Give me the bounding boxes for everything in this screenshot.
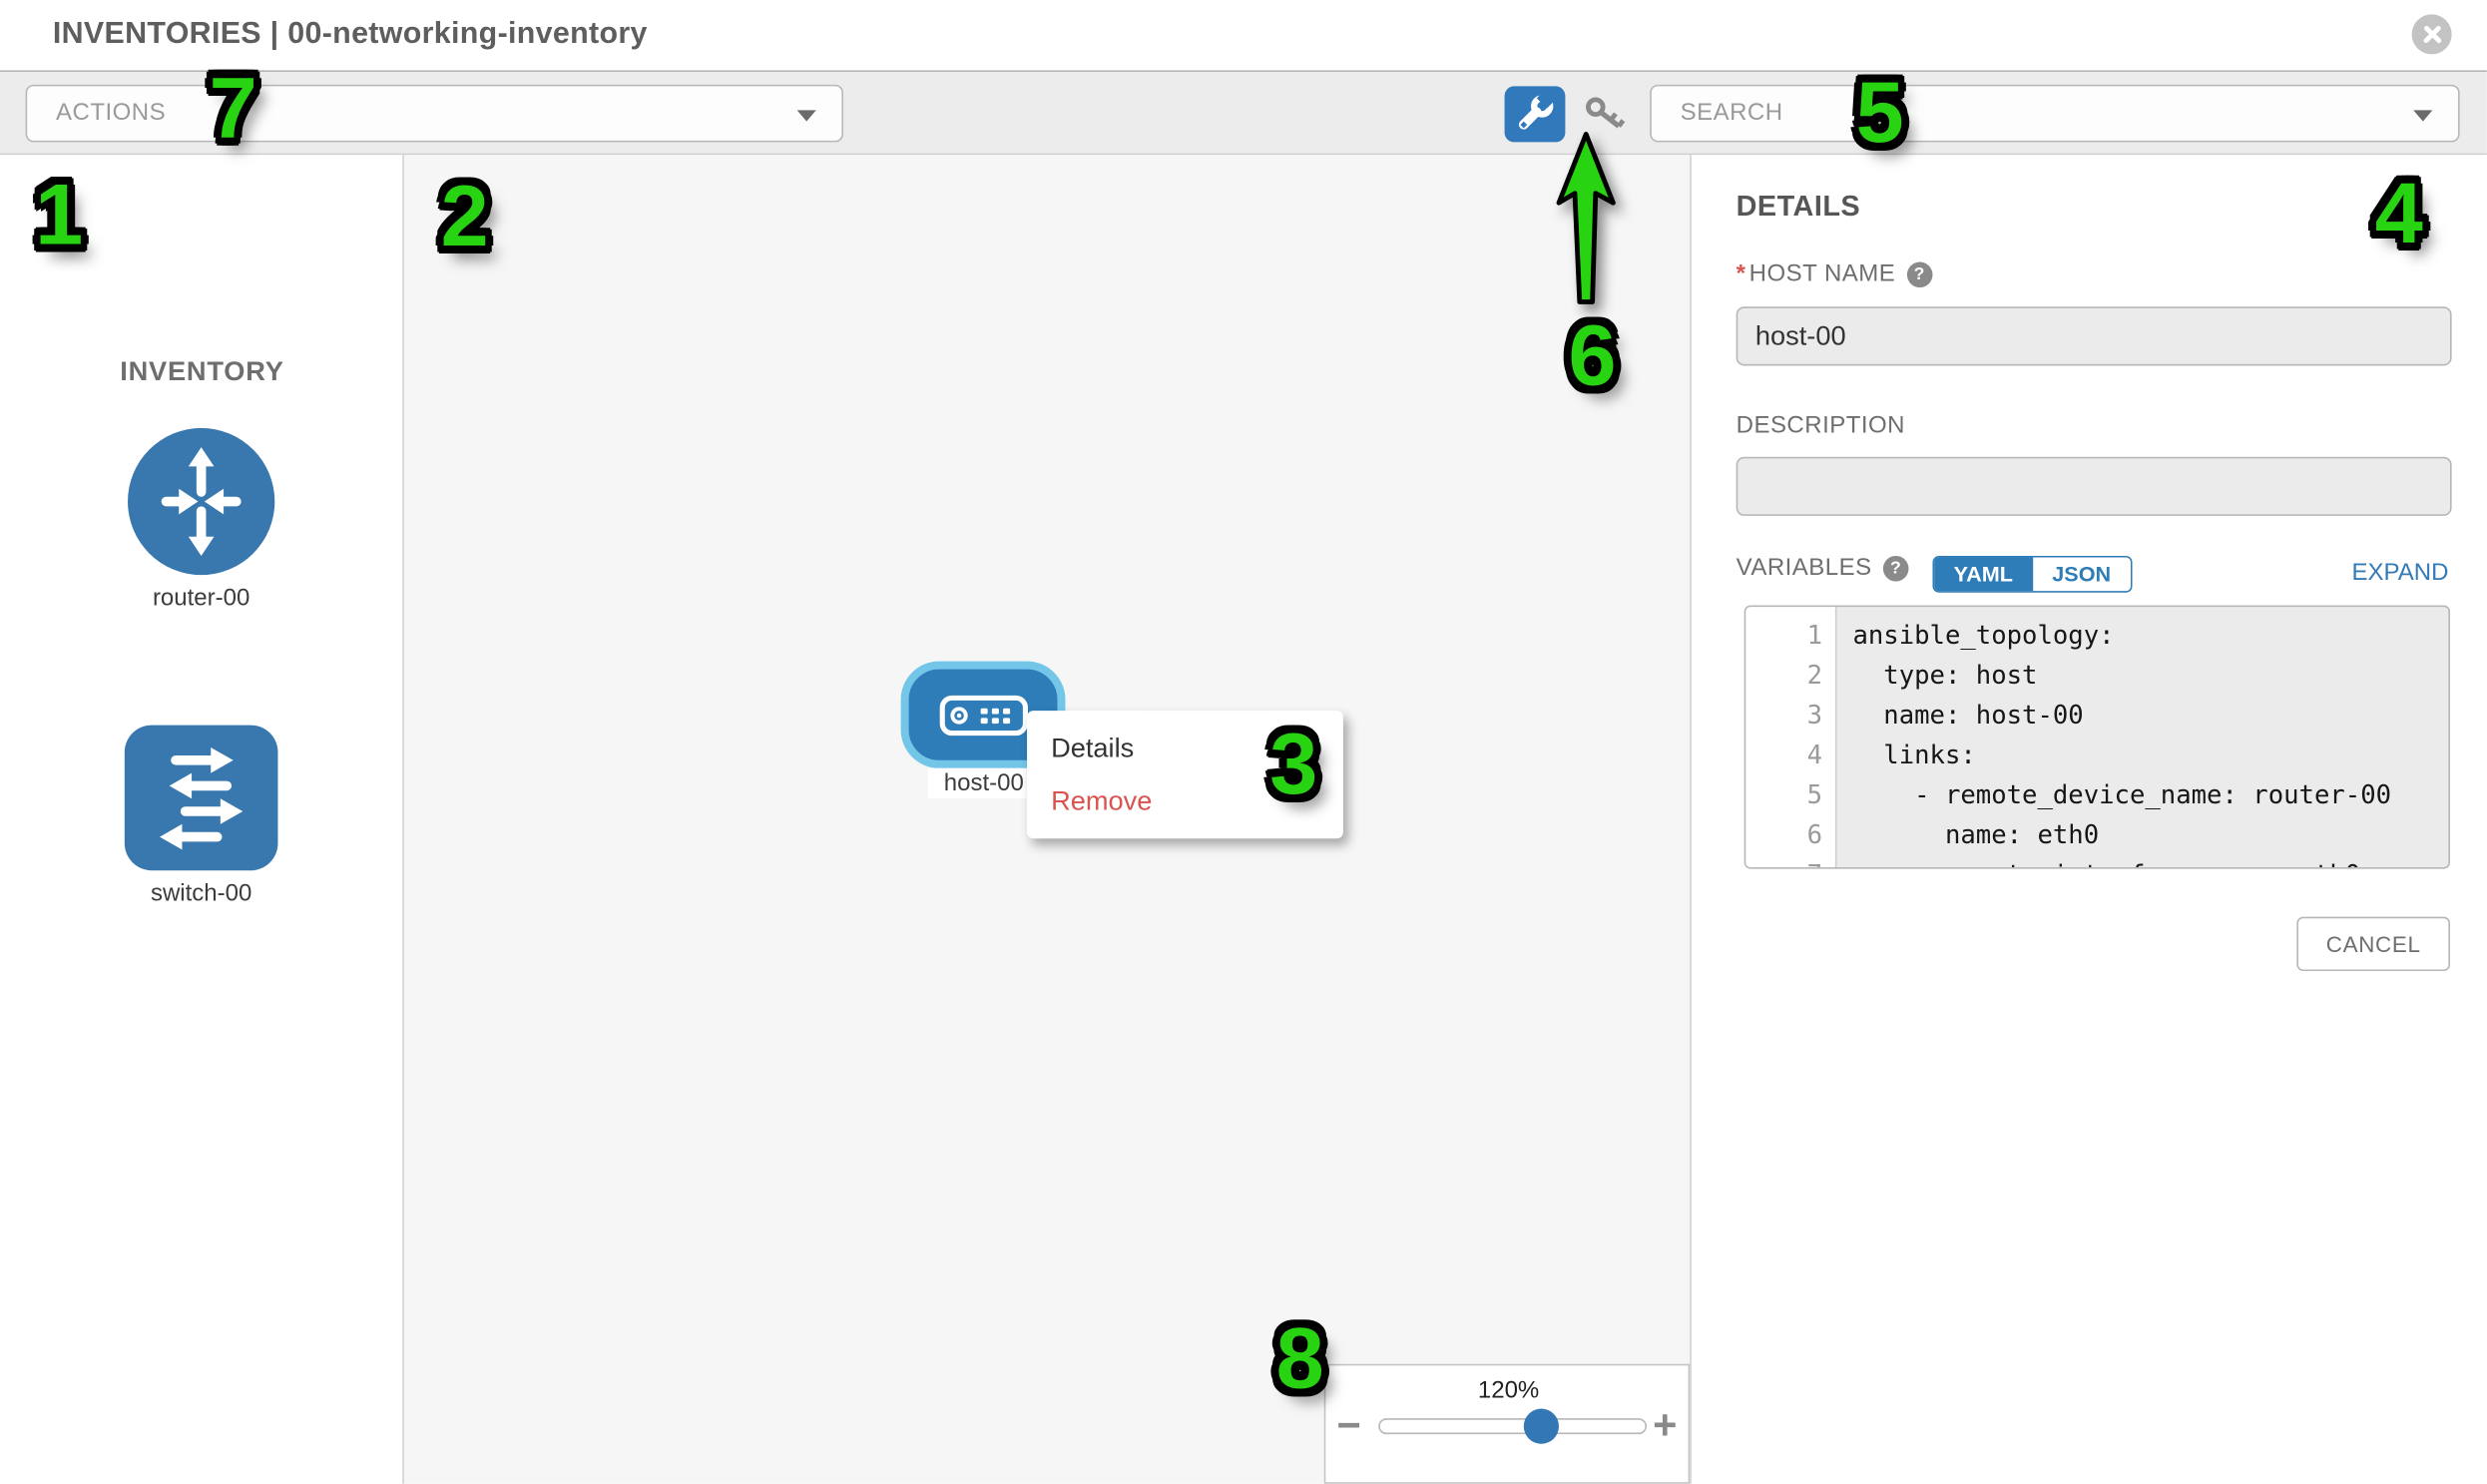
menu-item-remove[interactable]: Remove	[1051, 785, 1153, 816]
host-icon	[938, 695, 1028, 736]
actions-dropdown[interactable]: ACTIONS	[25, 84, 844, 143]
line-number: 3	[1806, 699, 1823, 731]
cancel-button[interactable]: CANCEL	[2296, 916, 2451, 972]
annotation-8: 8	[1275, 1310, 1324, 1407]
editor-code[interactable]: ansible_topology: type: host name: host-…	[1836, 607, 2448, 867]
code-line: type: host	[1852, 659, 2038, 691]
code-line: name: host-00	[1852, 699, 2084, 731]
host-name-input[interactable]: host-00	[1736, 306, 2452, 366]
annotation-5: 5	[1855, 65, 1904, 162]
variables-label-row: VARIABLES ?	[1736, 554, 1909, 582]
annotation-1: 1	[35, 167, 84, 263]
key-icon	[1586, 97, 1626, 129]
chevron-down-icon	[2413, 110, 2433, 122]
annotation-6: 6	[1568, 307, 1617, 404]
details-panel: DETAILS * HOST NAME ? host-00 DESCRIPTIO…	[1690, 155, 2487, 1484]
details-panel-title: DETAILS	[1736, 190, 1861, 223]
annotation-3: 3	[1269, 717, 1318, 813]
zoom-slider-track[interactable]	[1378, 1408, 1648, 1444]
toolbar-key-button[interactable]	[1583, 94, 1628, 136]
actions-dropdown-label: ACTIONS	[56, 99, 167, 127]
variables-label: VARIABLES	[1736, 554, 1872, 582]
toggle-yaml[interactable]: YAML	[1934, 557, 2033, 592]
line-number: 7	[1745, 854, 1835, 867]
router-icon	[128, 427, 275, 576]
help-icon[interactable]: ?	[1906, 260, 1933, 287]
line-number: 1	[1806, 619, 1823, 651]
search-dropdown-label: SEARCH	[1680, 99, 1783, 127]
chevron-down-icon	[796, 110, 816, 122]
host-name-label-row: * HOST NAME ?	[1736, 259, 1933, 288]
palette-item-label: switch-00	[150, 879, 252, 908]
host-name-label: HOST NAME	[1748, 259, 1896, 288]
code-line: - remote_device_name: router-00	[1852, 778, 2392, 810]
annotation-7: 7	[209, 60, 257, 157]
zoom-percent: 120%	[1477, 1376, 1540, 1404]
zoom-out-button[interactable]: −	[1336, 1400, 1361, 1449]
line-number: 5	[1806, 778, 1823, 810]
zoom-control: 120% − +	[1323, 1363, 1691, 1484]
line-number: 4	[1806, 739, 1823, 770]
help-icon[interactable]: ?	[1882, 555, 1909, 581]
annotation-4: 4	[2374, 166, 2423, 262]
topology-canvas[interactable]: host-00 Details Remove 120% − +	[403, 155, 1691, 1484]
switch-icon	[124, 725, 278, 871]
variables-editor[interactable]: 1 2 3 4 5 6 7 ansible_topology: type: ho…	[1743, 605, 2451, 869]
line-number: 2	[1806, 659, 1823, 691]
annotation-arrow-up	[1554, 131, 1621, 317]
description-label: DESCRIPTION	[1736, 411, 1905, 440]
code-line: links:	[1852, 739, 1976, 770]
format-toggle: YAML JSON	[1932, 555, 2133, 593]
line-number: 6	[1806, 819, 1823, 850]
code-line: ansible_topology:	[1852, 619, 2115, 651]
editor-line-numbers: 1 2 3 4 5 6 7	[1745, 607, 1837, 868]
search-dropdown[interactable]: SEARCH	[1650, 84, 2460, 143]
expand-link[interactable]: EXPAND	[2351, 559, 2449, 587]
inventory-sidebar: INVENTORY router-00	[0, 155, 404, 1484]
required-marker: *	[1736, 259, 1746, 288]
palette-item-router[interactable]: router-00	[125, 427, 278, 612]
code-line: remote_interface_name: eth0	[1852, 854, 2448, 867]
palette-item-label: router-00	[152, 584, 250, 612]
annotation-2: 2	[440, 169, 489, 265]
palette-item-switch[interactable]: switch-00	[124, 725, 278, 908]
description-input[interactable]	[1736, 456, 2452, 516]
code-line: name: eth0	[1852, 819, 2100, 850]
node-context-menu: Details Remove	[1027, 711, 1343, 839]
toolbar: ACTIONS	[0, 72, 2487, 156]
toggle-json[interactable]: JSON	[2032, 557, 2131, 592]
zoom-slider-handle[interactable]	[1523, 1408, 1559, 1444]
toolbar-wrench-button[interactable]	[1504, 86, 1566, 143]
sidebar-title: INVENTORY	[120, 355, 284, 387]
host-node-label: host-00	[927, 767, 1040, 799]
menu-item-details[interactable]: Details	[1051, 733, 1135, 763]
page-title: INVENTORIES | 00-networking-inventory	[52, 17, 648, 52]
wrench-icon	[1518, 88, 1558, 130]
zoom-in-button[interactable]: +	[1653, 1400, 1678, 1449]
header-bar: INVENTORIES | 00-networking-inventory	[0, 0, 2487, 73]
close-icon[interactable]	[2411, 14, 2452, 55]
